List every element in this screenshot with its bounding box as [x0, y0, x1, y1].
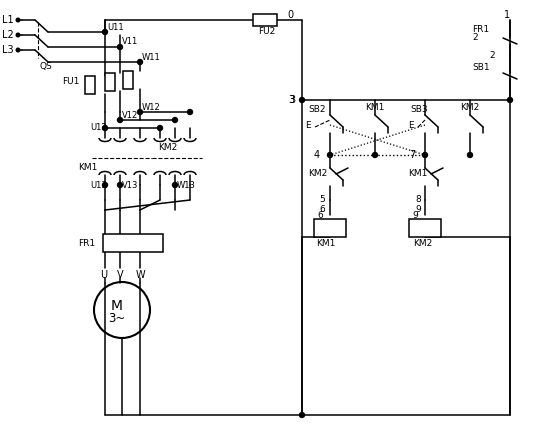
Circle shape	[16, 33, 20, 37]
Circle shape	[16, 18, 20, 22]
Circle shape	[372, 153, 378, 157]
Circle shape	[300, 413, 305, 418]
Circle shape	[103, 126, 108, 131]
Text: FU1: FU1	[62, 78, 80, 86]
Text: 3~: 3~	[108, 312, 126, 324]
Text: 9: 9	[412, 210, 418, 220]
Bar	[314, 219, 346, 237]
Text: SB1: SB1	[472, 64, 490, 73]
Text: KM2: KM2	[460, 103, 479, 112]
Text: V: V	[117, 270, 124, 280]
Bar	[105, 73, 115, 91]
Text: 2: 2	[472, 33, 478, 42]
Text: V11: V11	[122, 37, 138, 47]
Circle shape	[328, 153, 332, 157]
Circle shape	[103, 30, 108, 34]
Circle shape	[117, 117, 123, 123]
Text: M: M	[111, 299, 123, 313]
Text: KM2: KM2	[413, 238, 432, 248]
Text: V13: V13	[122, 181, 138, 190]
Text: U11: U11	[107, 22, 124, 31]
Text: 4: 4	[314, 150, 320, 160]
Text: W11: W11	[142, 53, 161, 61]
Circle shape	[468, 153, 472, 157]
Circle shape	[117, 45, 123, 50]
Text: 1: 1	[504, 10, 510, 20]
Text: KM1: KM1	[316, 238, 335, 248]
Text: FR1: FR1	[78, 238, 95, 248]
Text: U13: U13	[90, 181, 107, 190]
Text: U: U	[100, 270, 107, 280]
Text: 3: 3	[288, 95, 294, 105]
Circle shape	[16, 48, 20, 52]
Text: L1: L1	[2, 15, 13, 25]
Text: W13: W13	[177, 181, 196, 190]
Text: 8: 8	[415, 195, 421, 204]
Bar	[85, 76, 95, 94]
Text: L2: L2	[2, 30, 14, 40]
Circle shape	[138, 109, 143, 114]
Circle shape	[158, 126, 162, 131]
Circle shape	[422, 153, 428, 157]
Text: QS: QS	[40, 62, 53, 72]
Circle shape	[507, 98, 513, 103]
Text: KM2: KM2	[158, 143, 177, 153]
Text: E: E	[305, 120, 310, 129]
Bar	[409, 219, 441, 237]
Text: 0: 0	[287, 10, 293, 20]
Text: W12: W12	[142, 103, 161, 112]
Circle shape	[300, 98, 305, 103]
Text: 2: 2	[490, 50, 495, 59]
Bar	[253, 14, 277, 26]
Circle shape	[173, 182, 178, 187]
Text: SB3: SB3	[410, 106, 428, 114]
Text: KM1: KM1	[365, 103, 384, 112]
Text: 9: 9	[415, 206, 421, 215]
Text: 5: 5	[319, 195, 325, 204]
Bar	[123, 71, 133, 89]
Circle shape	[138, 59, 143, 64]
Text: FR1: FR1	[472, 25, 489, 34]
Circle shape	[117, 182, 123, 187]
Text: FU2: FU2	[258, 28, 275, 36]
Text: 3: 3	[289, 95, 295, 105]
Text: 6: 6	[319, 206, 325, 215]
Text: E: E	[408, 120, 414, 129]
Text: V12: V12	[122, 111, 138, 120]
Circle shape	[103, 182, 108, 187]
Text: 6: 6	[317, 210, 323, 220]
Text: SB2: SB2	[308, 106, 325, 114]
Text: U12: U12	[90, 123, 107, 132]
Text: L3: L3	[2, 45, 13, 55]
Text: KM1: KM1	[78, 164, 97, 173]
Text: KM1: KM1	[408, 168, 427, 178]
Text: 7: 7	[409, 150, 415, 160]
Text: W: W	[136, 270, 146, 280]
Bar	[103, 234, 163, 252]
Circle shape	[173, 117, 178, 123]
Text: KM2: KM2	[308, 168, 327, 178]
Circle shape	[188, 109, 193, 114]
